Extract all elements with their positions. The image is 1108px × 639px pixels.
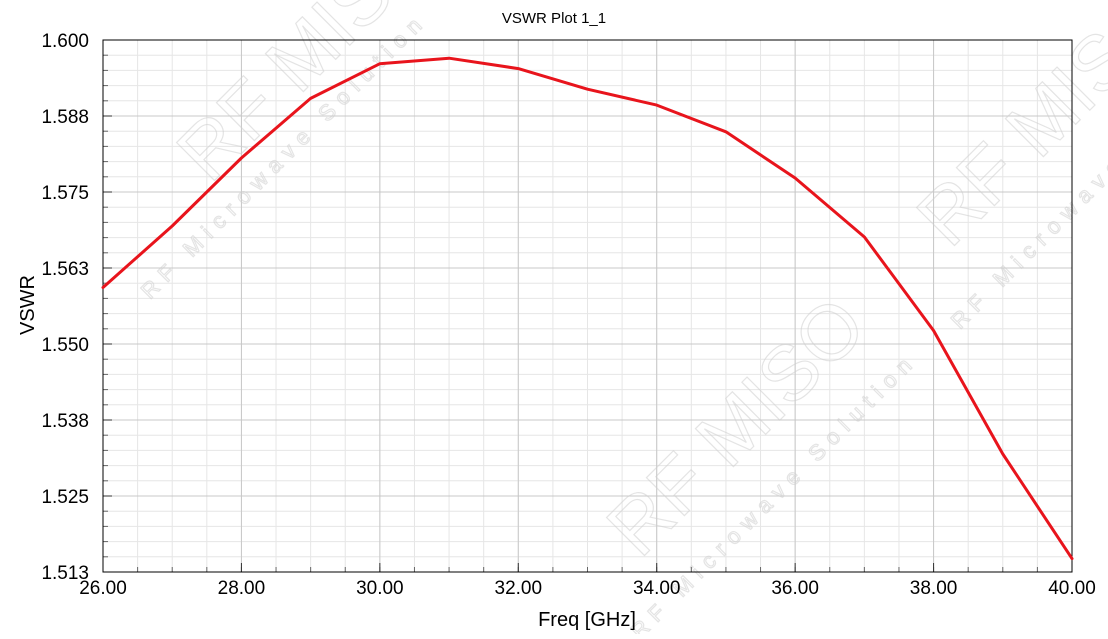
y-tick-label: 1.588 xyxy=(41,107,89,128)
y-tick-label: 1.538 xyxy=(41,411,89,432)
y-tick-label: 1.513 xyxy=(41,563,89,584)
y-tick-label: 1.575 xyxy=(41,183,89,204)
y-tick-label: 1.600 xyxy=(41,31,89,52)
x-tick-label: 38.00 xyxy=(910,578,958,599)
axis-ticks xyxy=(102,39,1073,573)
x-tick-label: 28.00 xyxy=(218,578,266,599)
vswr-series-line xyxy=(101,56,1074,561)
x-tick-labels: 26.00 28.00 30.00 32.00 34.00 36.00 38.00 40.00 xyxy=(79,578,1096,599)
y-tick-labels: 1.513 1.525 1.538 1.550 1.563 1.575 1.588 1.600 xyxy=(41,31,89,584)
plot-border xyxy=(102,39,1073,573)
x-axis-label: Freq [GHz] xyxy=(538,609,636,631)
x-tick-label: 30.00 xyxy=(356,578,404,599)
x-tick-label: 40.00 xyxy=(1048,578,1096,599)
x-tick-label: 32.00 xyxy=(495,578,543,599)
series-layer xyxy=(101,56,1074,561)
chart-title: VSWR Plot 1_1 xyxy=(502,10,606,27)
x-tick-label: 36.00 xyxy=(771,578,819,599)
x-tick-label: 34.00 xyxy=(633,578,681,599)
x-tick-label: 26.00 xyxy=(79,578,127,599)
y-tick-label: 1.550 xyxy=(41,335,89,356)
y-tick-label: 1.563 xyxy=(41,259,89,280)
y-axis-label: VSWR xyxy=(17,275,39,335)
y-tick-label: 1.525 xyxy=(41,487,89,508)
